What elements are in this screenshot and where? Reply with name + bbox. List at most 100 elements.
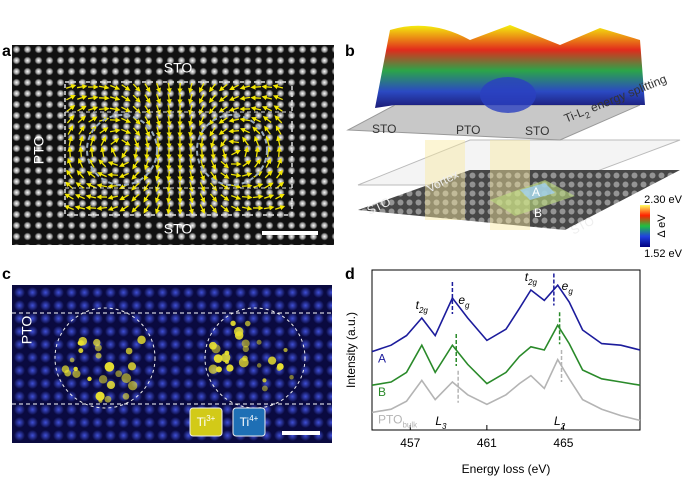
panel-label: b (345, 43, 355, 60)
annotation: L2 (554, 414, 566, 430)
cylinder (490, 140, 530, 230)
arrow (199, 83, 205, 93)
x-tick-label: 465 (553, 436, 573, 450)
arrow (107, 206, 118, 211)
arrow (199, 204, 205, 214)
arrow (208, 83, 216, 93)
arrow (265, 146, 271, 158)
annotation-base: L (435, 414, 442, 428)
signal-dot (241, 339, 250, 348)
arrow (144, 148, 150, 160)
label: STO (164, 60, 193, 76)
arrow (251, 117, 261, 123)
arrow (121, 106, 131, 112)
arrow (252, 126, 261, 135)
arrow (276, 169, 284, 179)
arrow (272, 84, 284, 90)
arrow (210, 160, 216, 170)
signal-dot (289, 374, 294, 380)
signal-dot (77, 340, 83, 346)
colorbar (640, 205, 650, 247)
arrow (119, 205, 129, 212)
arrow (107, 194, 119, 200)
annotation-sub: 3 (442, 422, 447, 431)
arrow (188, 170, 194, 182)
arrow (188, 126, 194, 138)
signal-dot (262, 378, 267, 383)
annotation-sub: g (465, 301, 470, 310)
arrow (132, 83, 141, 92)
arrow (264, 182, 274, 189)
arrow (78, 158, 84, 168)
arrow (231, 205, 241, 211)
annotation-sub: 2 (560, 422, 566, 431)
arrow (228, 117, 240, 123)
arrow (98, 84, 110, 90)
arrow (188, 93, 194, 105)
arrow (111, 147, 117, 157)
label: STO (525, 124, 549, 138)
arrow (220, 194, 230, 201)
arrow (188, 192, 194, 204)
arrow (89, 135, 95, 146)
arrow (65, 181, 74, 190)
arrow (241, 172, 253, 178)
arrow (261, 95, 273, 101)
arrow (199, 182, 205, 192)
label: STO (164, 221, 193, 237)
surface (375, 25, 645, 108)
arrow (188, 104, 194, 116)
arrow (218, 106, 228, 113)
arrow (210, 148, 216, 160)
arrow (209, 204, 218, 214)
eels-map (12, 285, 332, 443)
arrow (144, 116, 151, 126)
arrow (77, 105, 87, 112)
arrow (208, 94, 217, 104)
arrow (132, 160, 139, 170)
signal-dot (209, 341, 217, 350)
arrow (155, 204, 160, 215)
label: B (534, 206, 542, 220)
arrow (166, 192, 172, 204)
arrow (241, 205, 253, 211)
arrow (74, 205, 86, 211)
arrow (209, 127, 216, 137)
arrow (220, 205, 230, 213)
arrow (221, 148, 227, 160)
arrow (218, 83, 228, 92)
arrow (100, 146, 106, 158)
arrow (276, 135, 282, 147)
legend-box (189, 407, 223, 437)
label: PTO (31, 136, 47, 165)
arrow (109, 106, 121, 112)
arrow (264, 125, 271, 135)
arrow (121, 139, 131, 146)
signal-dot (121, 373, 132, 384)
arrow (166, 170, 172, 182)
signal-dot (95, 352, 102, 359)
y-axis-label: Intensity (a.u.) (344, 312, 358, 388)
arrow (98, 106, 110, 112)
arrow (254, 158, 261, 168)
arrow (228, 95, 239, 101)
arrow (199, 116, 205, 127)
signal-dot (78, 348, 84, 354)
arrow (199, 137, 205, 149)
arrow (144, 137, 150, 149)
arrow (250, 84, 262, 90)
ti3-signal (61, 320, 294, 403)
arrow (240, 128, 250, 134)
arrow (132, 127, 141, 137)
arrow (262, 106, 272, 112)
annotation-sub: 2g (527, 278, 537, 287)
arrow (220, 172, 230, 179)
arrow (88, 116, 98, 123)
arrow (166, 159, 172, 171)
arrow (208, 105, 217, 115)
panel-label: a (2, 43, 11, 60)
arrow (254, 146, 260, 158)
cylinder (425, 140, 465, 220)
x-axis-label: Energy loss (eV) (462, 462, 551, 476)
annotation-sub: 2g (418, 306, 428, 315)
